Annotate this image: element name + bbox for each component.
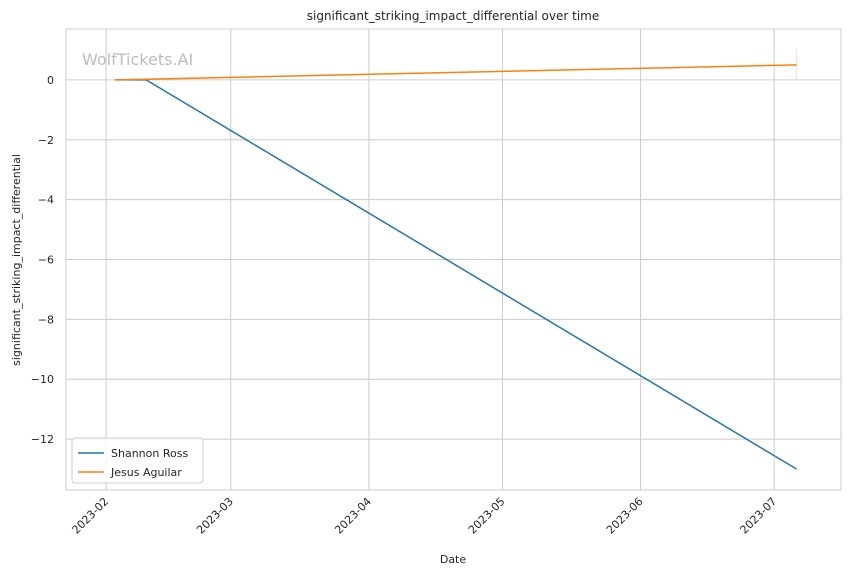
legend: Shannon Ross Jesus Aguilar	[71, 437, 204, 484]
y-tick-label: −6	[38, 254, 54, 267]
y-axis-title: significant_striking_impact_differential	[10, 154, 23, 366]
grid	[66, 29, 841, 490]
x-axis-title: Date	[440, 553, 467, 566]
y-tick-label: −10	[31, 373, 54, 386]
watermark-text: WolfTickets.AI	[82, 50, 193, 69]
series-line-jesus-aguilar	[114, 64, 797, 81]
legend-label-shannon-ross: Shannon Ross	[111, 447, 188, 460]
series-layer	[114, 49, 797, 470]
y-tick-label: −4	[38, 194, 54, 207]
y-tick-label: −2	[38, 134, 54, 147]
y-tick-label: −12	[31, 433, 54, 446]
legend-label-jesus-aguilar: Jesus Aguilar	[110, 466, 182, 479]
plot-area-frame	[65, 28, 842, 491]
chart-title: significant_striking_impact_differential…	[307, 9, 599, 23]
y-tick-label: 0	[47, 74, 54, 87]
legend-box	[71, 437, 204, 484]
y-tick-label: −8	[38, 313, 54, 326]
